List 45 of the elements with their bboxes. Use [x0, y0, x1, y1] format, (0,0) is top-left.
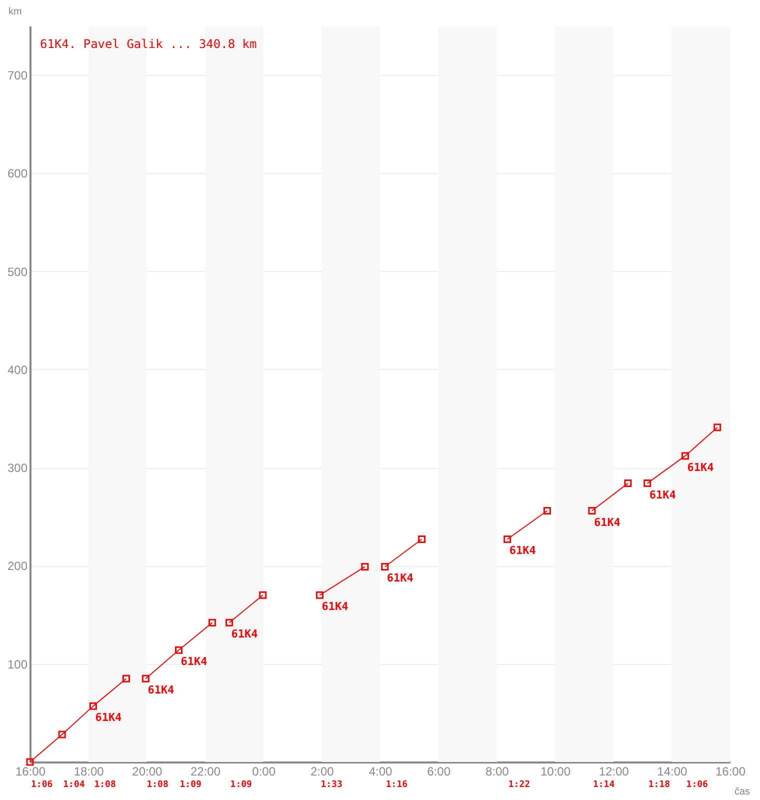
annotation: 61K4 — [687, 460, 714, 474]
x-tick-label: 18:00 — [74, 764, 104, 778]
x-tick-label: 4:00 — [368, 764, 392, 778]
text: 1:06 — [686, 780, 708, 790]
text: 1:22 — [508, 780, 530, 790]
annotation: 61K4 — [322, 600, 349, 614]
text: 1:08 — [94, 780, 116, 790]
text: 1:09 — [230, 780, 252, 790]
annotation: 61K4 — [594, 516, 621, 529]
y-tick-label: 700 — [7, 68, 28, 83]
annotation: 61K4 — [231, 628, 258, 641]
annotation: 61K4 — [148, 684, 175, 697]
text: 1:33 — [320, 780, 342, 790]
text: 1:04 — [63, 780, 86, 790]
text: 1:06 — [31, 780, 53, 790]
x-tick-label: 6:00 — [427, 764, 451, 778]
x-tick-label: 16:00 — [15, 764, 46, 778]
x-tick-label: 12:00 — [598, 764, 630, 778]
x-tick-label: 16:00 — [715, 764, 746, 778]
text: 1:09 — [180, 780, 202, 790]
x-tick-label: 20:00 — [132, 764, 163, 778]
y-tick-label: 100 — [7, 657, 28, 672]
y-tick-label: 600 — [7, 166, 28, 181]
x-tick-label: 22:00 — [190, 764, 221, 778]
annotation: 61K4 — [509, 544, 536, 558]
annotation: 61K4 — [95, 711, 122, 724]
text: 1:14 — [592, 780, 616, 790]
text: 1:18 — [648, 780, 670, 790]
y-tick-label: 300 — [7, 461, 28, 476]
text: 61K4. Pavel Galik ... 340.8 km — [40, 37, 257, 51]
x-tick-label: 10:00 — [540, 764, 571, 778]
x-axis-title: čas — [734, 786, 750, 798]
x-tick-label: 0:00 — [252, 764, 276, 778]
y-tick-label: 200 — [7, 559, 28, 574]
y-tick-label: 500 — [7, 264, 28, 279]
x-tick-label: 2:00 — [310, 764, 334, 778]
annotation: 61K4 — [649, 488, 676, 502]
annotation: 61K4 — [386, 572, 414, 585]
y-tick-label: 400 — [7, 362, 28, 377]
y-axis-title: km — [8, 6, 22, 18]
text: 1:16 — [386, 780, 408, 790]
x-tick-label: 8:00 — [485, 764, 510, 778]
annotation: 61K4 — [180, 655, 208, 668]
text: 1:08 — [146, 780, 168, 790]
x-tick-label: 14:00 — [657, 764, 688, 778]
